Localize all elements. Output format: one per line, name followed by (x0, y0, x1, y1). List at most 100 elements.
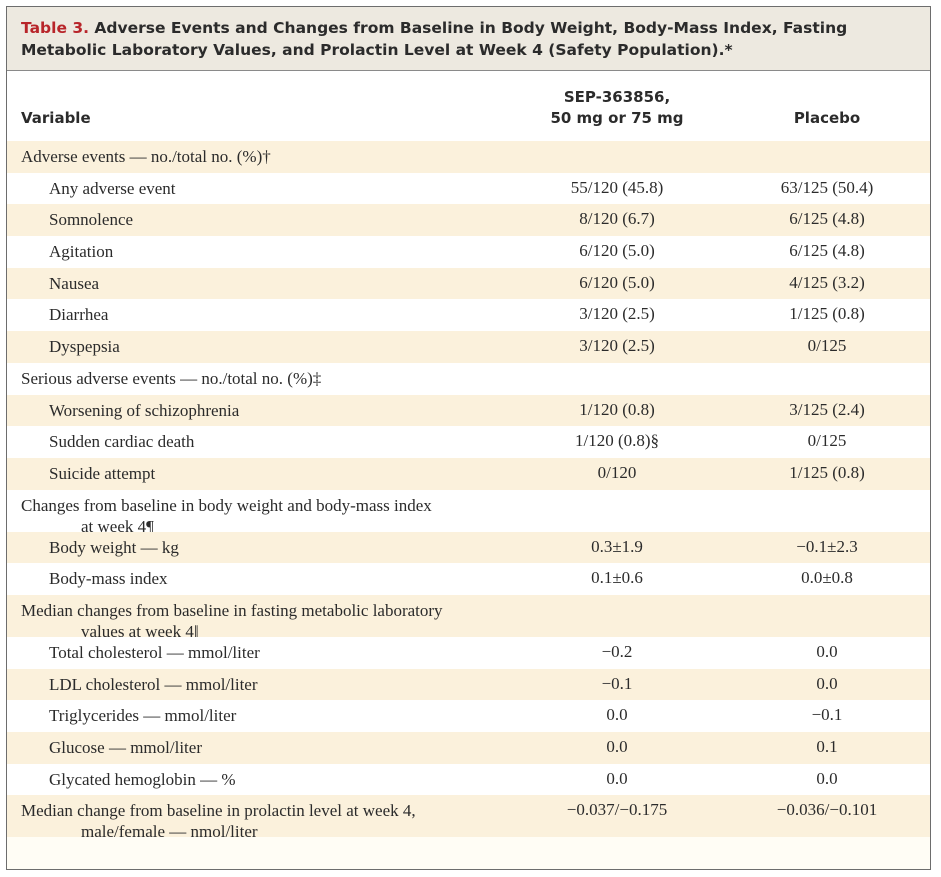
placebo-value-cell: 0.0 (816, 768, 838, 788)
drug-value-cell: 0.0 (606, 768, 628, 788)
variable-cell: Serious adverse events — no./total no. (… (21, 368, 321, 389)
placebo-header: Placebo (793, 109, 861, 127)
table-row: Median changes from baseline in fasting … (7, 594, 930, 641)
drug-value-cell: 3/120 (2.5) (579, 336, 655, 356)
drug-header: SEP-363856, 50 mg or 75 mg (527, 87, 707, 129)
placebo-value-cell: 6/125 (4.8) (789, 209, 865, 229)
table-row: Suicide attempt 0/120 1/125 (0.8) (7, 457, 930, 490)
drug-header-line1: SEP-363856, (563, 88, 671, 106)
variable-label: Diarrhea (49, 305, 109, 325)
variable-cell: Any adverse event (49, 178, 176, 199)
drug-value-cell: 8/120 (6.7) (579, 209, 655, 229)
drug-value-cell: 55/120 (45.8) (570, 177, 664, 197)
drug-value-cell: 0/120 (597, 462, 637, 482)
table-number: Table 3. (21, 19, 90, 37)
variable-label: Worsening of schizophrenia (49, 400, 240, 420)
placebo-value-cell: −0.1 (811, 705, 843, 725)
variable-label: Triglycerides — mmol/liter (49, 706, 237, 726)
variable-cell: LDL cholesterol — mmol/liter (49, 674, 258, 695)
drug-value-cell: −0.1 (601, 673, 633, 693)
table-row: Changes from baseline in body weight and… (7, 489, 930, 536)
table-row: Sudden cardiac death 1/120 (0.8)§ 0/125 (7, 426, 930, 458)
variable-cell: Somnolence (49, 209, 133, 230)
variable-cell: Triglycerides — mmol/liter (49, 705, 236, 726)
variable-cell: Body-mass index (49, 568, 168, 589)
placebo-value-cell: 0.0±0.8 (801, 568, 853, 588)
placebo-value-cell: 1/125 (0.8) (789, 304, 865, 324)
placebo-value-cell: −0.036/−0.101 (776, 800, 878, 820)
variable-label: Agitation (49, 242, 114, 262)
variable-label: Serious adverse events — no./total no. (… (21, 368, 322, 388)
variable-cell: Glucose — mmol/liter (49, 737, 202, 758)
table-frame: Table 3. Adverse Events and Changes from… (6, 6, 931, 870)
variable-label: Glycated hemoglobin — % (49, 769, 236, 789)
variable-label: Glucose — mmol/liter (49, 738, 202, 757)
placebo-value-cell: 0/125 (807, 336, 847, 356)
drug-value-cell: 3/120 (2.5) (579, 304, 655, 324)
drug-value-cell: 6/120 (5.0) (579, 241, 655, 261)
variable-label: Body-mass index (49, 569, 168, 589)
variable-cell: Adverse events — no./total no. (%)† (21, 146, 271, 167)
placebo-value-cell: 6/125 (4.8) (789, 241, 865, 261)
table-row: Glycated hemoglobin — % 0.0 0.0 (7, 763, 930, 796)
table-row: LDL cholesterol — mmol/liter −0.1 0.0 (7, 668, 930, 701)
variable-label: Dyspepsia (49, 337, 120, 357)
drug-value-cell: −0.2 (601, 641, 633, 661)
drug-value-cell: 0.0 (606, 705, 628, 725)
variable-cell: Worsening of schizophrenia (49, 400, 239, 421)
variable-cell: Sudden cardiac death (49, 431, 194, 452)
variable-label: Any adverse event (49, 178, 176, 198)
variable-label: Somnolence (49, 210, 134, 230)
variable-label: Nausea (49, 273, 100, 293)
placebo-value-cell: 0.1 (816, 737, 838, 756)
placebo-value-cell: 0.0 (816, 641, 838, 661)
variable-cell: Median change from baseline in prolactin… (21, 800, 416, 842)
variable-cell: Diarrhea (49, 304, 108, 325)
table-row: Adverse events — no./total no. (%)† (7, 141, 930, 173)
variable-label: Sudden cardiac death (49, 432, 195, 452)
placebo-value-cell: 1/125 (0.8) (789, 462, 865, 482)
table-row: Any adverse event 55/120 (45.8) 63/125 (50… (7, 172, 930, 205)
variable-cell: Dyspepsia (49, 336, 120, 357)
table-row: Median change from baseline in prolactin… (7, 795, 930, 841)
table-row: Diarrhea 3/120 (2.5) 1/125 (0.8) (7, 299, 930, 332)
table-body: Adverse events — no./total no. (%)† Any a… (7, 141, 930, 841)
table-row: Body-mass index 0.1±0.6 0.0±0.8 (7, 563, 930, 595)
variable-header: Variable (21, 109, 91, 127)
variable-label: Median change from baseline in prolactin… (21, 801, 416, 821)
placebo-value-cell: 4/125 (3.2) (789, 272, 865, 292)
drug-value-cell: 0.3±1.9 (591, 536, 643, 556)
table-row: Glucose — mmol/liter 0.0 0.1 (7, 732, 930, 764)
variable-label: Total cholesterol — mmol/liter (49, 642, 260, 662)
drug-header-line2: 50 mg or 75 mg (550, 109, 684, 127)
table-row: Somnolence 8/120 (6.7) 6/125 (4.8) (7, 204, 930, 237)
variable-label-continued: values at week 4‖ (81, 621, 199, 641)
column-header: Variable SEP-363856, 50 mg or 75 mg Plac… (7, 71, 930, 141)
variable-cell: Median changes from baseline in fasting … (21, 600, 443, 642)
placebo-value-cell: 63/125 (50.4) (780, 177, 874, 197)
table-row: Nausea 6/120 (5.0) 4/125 (3.2) (7, 267, 930, 300)
variable-label: LDL cholesterol — mmol/liter (49, 674, 258, 694)
variable-label: Adverse events — no./total no. (%)† (21, 147, 271, 166)
table-row: Body weight — kg 0.3±1.9 −0.1±2.3 (7, 531, 930, 564)
variable-cell: Agitation (49, 241, 113, 262)
placebo-value-cell: 0/125 (807, 431, 847, 451)
variable-label: Body weight — kg (49, 537, 179, 557)
table-row: Triglycerides — mmol/liter 0.0 −0.1 (7, 700, 930, 732)
variable-label: Suicide attempt (49, 463, 156, 483)
variable-cell: Changes from baseline in body weight and… (21, 495, 432, 537)
variable-label-continued: at week 4¶ (81, 516, 154, 536)
table-row: Serious adverse events — no./total no. (… (7, 362, 930, 395)
table-title: Adverse Events and Changes from Baseline… (21, 19, 848, 59)
variable-cell: Suicide attempt (49, 463, 155, 484)
variable-label: Median changes from baseline in fasting … (21, 600, 443, 620)
drug-value-cell: 1/120 (0.8) (579, 399, 655, 419)
drug-value-cell: 1/120 (0.8)§ (574, 431, 660, 451)
table-row: Dyspepsia 3/120 (2.5) 0/125 (7, 331, 930, 363)
drug-value-cell: 0.1±0.6 (591, 568, 643, 588)
variable-cell: Total cholesterol — mmol/liter (49, 642, 260, 663)
variable-label-continued: male/female — nmol/liter (81, 822, 258, 842)
drug-value-cell: −0.037/−0.175 (566, 800, 668, 820)
variable-cell: Nausea (49, 273, 99, 294)
variable-cell: Glycated hemoglobin — % (49, 769, 236, 790)
